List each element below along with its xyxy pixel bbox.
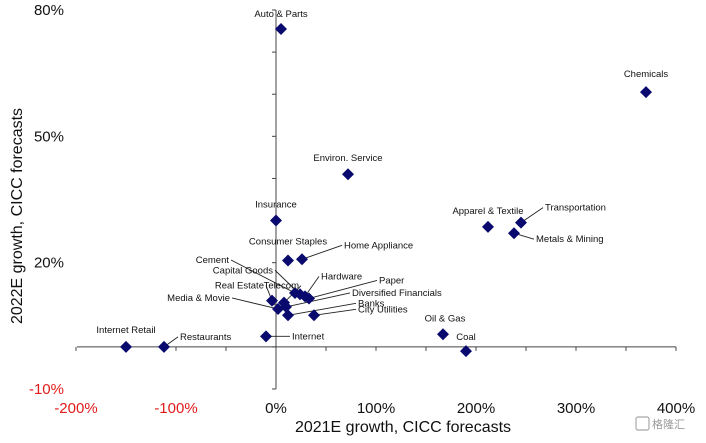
x-tick-label: 400% — [657, 400, 695, 417]
x-tick-label: -100% — [154, 400, 197, 417]
point-label: Consumer Staples — [249, 237, 327, 248]
point-label: Restaurants — [180, 332, 231, 343]
x-tick-label: 200% — [457, 400, 495, 417]
point-label: Real Estate — [215, 281, 264, 292]
data-point-marker — [272, 302, 284, 315]
label-leader-line — [231, 297, 279, 310]
data-point-marker — [266, 294, 278, 307]
point-label: Coal — [456, 332, 476, 343]
label-leader-lines — [163, 207, 544, 348]
x-tick-label: 300% — [557, 400, 595, 417]
y-tick-label: 50% — [34, 128, 64, 145]
x-tick-label: 0% — [265, 400, 287, 417]
y-tick-label: -10% — [29, 381, 64, 398]
point-label: Metals & Mining — [536, 234, 604, 245]
data-point-marker — [158, 340, 170, 353]
point-label: Banks — [358, 298, 385, 309]
point-label: Apparel & Textile — [452, 206, 523, 217]
point-label: Paper — [379, 275, 404, 286]
point-labels: Auto & Parts Chemicals Environ. Service Ins… — [96, 9, 668, 343]
point-label: Diversified Financials — [352, 288, 442, 299]
data-point-marker — [303, 292, 315, 305]
label-leader-line — [285, 292, 351, 308]
point-label: Auto & Parts — [254, 9, 308, 20]
data-point-marker — [482, 220, 494, 233]
data-point-marker — [270, 214, 282, 227]
data-point-marker — [508, 227, 520, 240]
point-label: Telecom — [264, 281, 299, 292]
point-label: Chemicals — [624, 69, 669, 80]
point-label: Environ. Service — [313, 153, 382, 164]
label-leader-line — [520, 207, 544, 224]
data-point-marker — [308, 309, 320, 322]
watermark-logo-icon — [635, 416, 650, 431]
point-label: Media & Movie — [167, 293, 230, 304]
x-tick-label: 100% — [357, 400, 395, 417]
tick-labels: -200% -100% 0% 100% 200% 300% 400% 80% 50% 20% -10… — [29, 2, 695, 417]
x-axis-title: 2021E growth, CICC forecasts — [295, 419, 511, 436]
point-label: Hardware — [321, 271, 362, 282]
y-tick-label: 80% — [34, 2, 64, 19]
data-point-marker — [640, 86, 652, 99]
x-tick-label: -200% — [54, 400, 97, 417]
y-axis-title: 2022E growth, CICC forecasts — [9, 108, 26, 324]
watermark-text: 格隆汇 — [652, 417, 685, 431]
point-label: Transportation — [545, 203, 606, 214]
y-tick-label: 20% — [34, 255, 64, 272]
point-label: Internet — [292, 331, 325, 342]
data-point-marker — [342, 168, 354, 181]
data-point-marker — [260, 330, 272, 343]
label-leader-line — [287, 302, 357, 316]
data-point-marker — [275, 22, 287, 35]
label-leader-line — [308, 280, 378, 299]
data-point-marker — [282, 309, 294, 322]
data-point-marker — [282, 254, 294, 267]
point-label: Insurance — [255, 200, 297, 211]
data-point-marker — [120, 340, 132, 353]
point-label: Oil & Gas — [425, 313, 466, 324]
data-point-marker — [515, 216, 527, 229]
data-points — [120, 22, 652, 358]
point-label: Home Appliance — [344, 240, 413, 251]
point-label: Internet Retail — [96, 325, 155, 336]
axes-layer — [75, 9, 677, 390]
label-leader-line — [313, 308, 357, 316]
data-point-marker — [460, 345, 472, 358]
point-label: Capital Goods — [213, 265, 273, 276]
data-point-marker — [437, 328, 449, 341]
data-point-marker — [296, 253, 308, 266]
point-label: Cement — [196, 255, 230, 266]
point-label: City Utilities — [358, 304, 408, 315]
label-leader-line — [230, 259, 296, 294]
watermark: 格隆汇 — [635, 416, 685, 431]
label-leader-line — [301, 244, 343, 260]
